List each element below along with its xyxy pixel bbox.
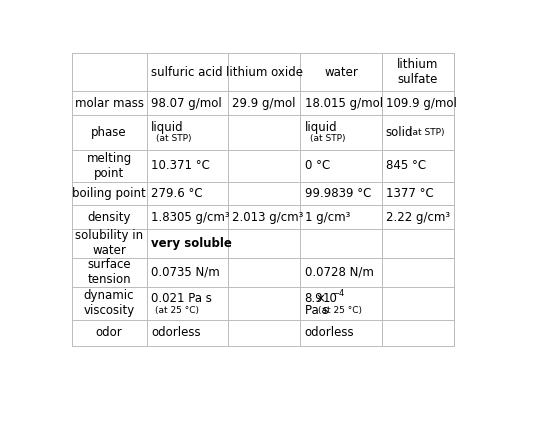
Text: 29.9 g/mol: 29.9 g/mol <box>232 97 295 110</box>
Text: very soluble: very soluble <box>151 237 232 250</box>
Text: dynamic
viscosity: dynamic viscosity <box>83 289 135 317</box>
Text: 2.22 g/cm³: 2.22 g/cm³ <box>386 210 450 224</box>
Text: surface
tension: surface tension <box>87 258 131 286</box>
Text: water: water <box>324 66 358 79</box>
Text: lithium oxide: lithium oxide <box>226 66 302 79</box>
Text: 0.0728 N/m: 0.0728 N/m <box>305 266 373 279</box>
Text: liquid: liquid <box>305 121 337 134</box>
Text: (at 25 °C): (at 25 °C) <box>318 305 362 314</box>
Text: 845 °C: 845 °C <box>386 159 426 172</box>
Text: 18.015 g/mol: 18.015 g/mol <box>305 97 383 110</box>
Text: 1.8305 g/cm³: 1.8305 g/cm³ <box>151 210 229 224</box>
Text: 0.021 Pa s: 0.021 Pa s <box>151 292 212 305</box>
Text: 2.013 g/cm³: 2.013 g/cm³ <box>232 210 304 224</box>
Text: (at 25 °C): (at 25 °C) <box>155 305 199 314</box>
Text: 8.9: 8.9 <box>305 292 323 305</box>
Text: 109.9 g/mol: 109.9 g/mol <box>386 97 457 110</box>
Text: 10.371 °C: 10.371 °C <box>151 159 210 172</box>
Text: 99.9839 °C: 99.9839 °C <box>305 187 371 200</box>
Text: boiling point: boiling point <box>72 187 146 200</box>
Text: odor: odor <box>96 326 123 340</box>
Text: liquid: liquid <box>151 121 184 134</box>
Text: solubility in
water: solubility in water <box>75 229 143 257</box>
Text: 0 °C: 0 °C <box>305 159 330 172</box>
Text: melting
point: melting point <box>87 152 132 180</box>
Text: 98.07 g/mol: 98.07 g/mol <box>151 97 222 110</box>
Text: lithium
sulfate: lithium sulfate <box>397 58 439 86</box>
Text: 1377 °C: 1377 °C <box>386 187 433 200</box>
Text: (at STP): (at STP) <box>409 128 445 137</box>
Text: odorless: odorless <box>151 326 201 340</box>
Text: 0.0735 N/m: 0.0735 N/m <box>151 266 220 279</box>
Text: (at STP): (at STP) <box>156 134 191 143</box>
Text: molar mass: molar mass <box>75 97 143 110</box>
Text: Pa s: Pa s <box>305 304 328 317</box>
Text: density: density <box>87 210 131 224</box>
Text: ×: × <box>316 292 325 305</box>
Text: sulfuric acid: sulfuric acid <box>152 66 223 79</box>
Text: (at STP): (at STP) <box>310 134 345 143</box>
Text: 1 g/cm³: 1 g/cm³ <box>305 210 350 224</box>
Text: odorless: odorless <box>305 326 354 340</box>
Text: solid: solid <box>386 126 413 139</box>
Text: phase: phase <box>91 126 127 139</box>
Text: −4: −4 <box>332 289 344 298</box>
Text: 279.6 °C: 279.6 °C <box>151 187 203 200</box>
Text: 10: 10 <box>323 292 337 305</box>
